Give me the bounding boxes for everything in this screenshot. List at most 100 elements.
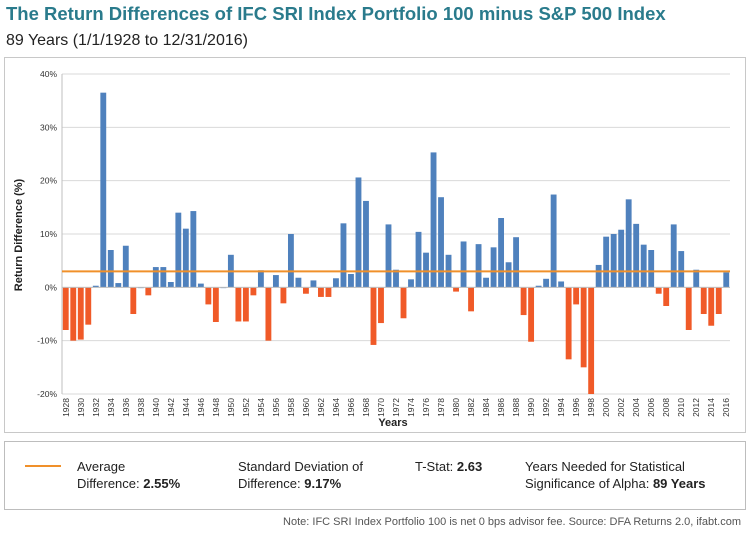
bar-2001 [610,234,617,288]
bar-2008 [663,287,670,306]
bar-2012 [693,269,700,288]
x-tick-label: 1962 [316,398,326,417]
bar-1980 [453,287,459,292]
bar-2010 [678,251,685,288]
bar-1940 [152,267,159,288]
bar-1956 [272,275,279,288]
bar-2016 [723,272,730,288]
x-tick-label: 1928 [61,398,71,417]
x-tick-label: 1964 [331,398,341,417]
legend-average: Average Difference: 2.55% [77,458,180,492]
bar-1930 [77,287,84,340]
y-axis-label: Return Difference (%) [13,178,25,291]
bar-1952 [242,287,249,322]
x-tick-label: 1952 [241,398,251,417]
bar-1957 [280,287,287,304]
bar-1995 [565,287,572,360]
x-tick-label: 1988 [511,398,521,417]
y-axis-ticks: -20% -10% 0% 10% 20% 30% 40% [37,69,57,399]
bar-1948 [212,287,219,322]
x-tick-label: 2006 [646,398,656,417]
bar-1966 [348,274,354,288]
std-dev-value: 9.17% [304,476,342,491]
x-tick-label: 2010 [676,398,686,417]
bar-1970 [378,287,384,324]
bar-1994 [558,281,565,288]
bar-2000 [603,236,610,288]
x-tick-label: 2016 [721,398,731,417]
source-note: Note: IFC SRI Index Portfolio 100 is net… [283,516,741,528]
x-tick-label: 1954 [256,398,266,417]
x-axis-label: Years [378,417,407,429]
x-tick-label: 1976 [421,398,431,417]
y-tick-label: 40% [40,69,57,79]
bar-1944 [182,228,189,288]
bar-1993 [550,194,557,288]
bar-1969 [370,287,377,345]
x-tick-label: 1980 [451,398,461,417]
x-tick-label: 2002 [616,398,626,417]
bar-1973 [400,287,407,319]
bar-1985 [490,247,497,288]
bar-1981 [460,241,467,288]
bar-1996 [573,287,580,305]
bar-1943 [175,212,182,288]
bar-2006 [648,250,655,288]
bar-1941 [160,267,167,288]
x-tick-label: 1968 [361,398,371,417]
x-tick-label: 2014 [706,398,716,417]
x-tick-label: 1974 [406,398,416,417]
bar-1987 [505,262,512,288]
bar-2007 [655,287,662,294]
bar-1951 [235,287,242,322]
bar-1976 [423,252,429,288]
x-axis-ticks: 1928 1930 1932 1934 1936 1938 1940 1942 1944 1946… [61,398,731,417]
bar-1960 [303,287,309,294]
bar-1975 [415,231,422,288]
x-tick-label: 2012 [691,398,701,417]
bar-2015 [715,287,722,314]
y-tick-label: 20% [40,176,57,186]
bar-1972 [393,269,399,288]
x-tick-label: 1966 [346,398,356,417]
average-line-swatch [25,465,61,467]
bar-2009 [670,224,677,288]
bar-2013 [700,287,707,314]
x-tick-label: 1930 [76,398,86,417]
bar-1999 [595,264,602,288]
bars [62,92,730,394]
average-label: Average [77,459,126,474]
x-tick-label: 1950 [226,398,236,417]
bar-1942 [167,282,174,288]
bar-1933 [100,92,107,288]
y-tick-label: 30% [40,122,57,132]
bar-1953 [250,287,257,296]
chart-frame [4,57,746,433]
bar-1961 [310,280,317,288]
x-tick-label: 1936 [121,398,131,417]
bar-1984 [483,277,489,288]
bar-2002 [618,229,625,288]
x-tick-label: 1940 [151,398,161,417]
bar-1964 [333,278,339,288]
page-subtitle: 89 Years (1/1/1928 to 12/31/2016) [6,32,248,49]
bar-1935 [115,283,122,288]
bar-1990 [528,287,535,342]
years-needed-value: 89 Years [652,476,706,491]
bar-1974 [408,279,414,288]
x-tick-label: 1958 [286,398,296,417]
x-tick-label: 1934 [106,398,116,417]
bar-1968 [363,200,369,288]
x-tick-label: 1986 [496,398,506,417]
x-tick-label: 1944 [181,398,191,417]
bar-1928 [62,287,69,330]
bar-1971 [385,224,392,288]
x-tick-label: 1970 [376,398,386,417]
page-title: The Return Differences of IFC SRI Index … [6,3,666,24]
x-tick-label: 2008 [661,398,671,417]
bar-1982 [468,287,474,312]
bar-2014 [708,287,715,326]
x-tick-label: 1956 [271,398,281,417]
y-tick-label: 10% [40,229,57,239]
x-tick-label: 2000 [601,398,611,417]
